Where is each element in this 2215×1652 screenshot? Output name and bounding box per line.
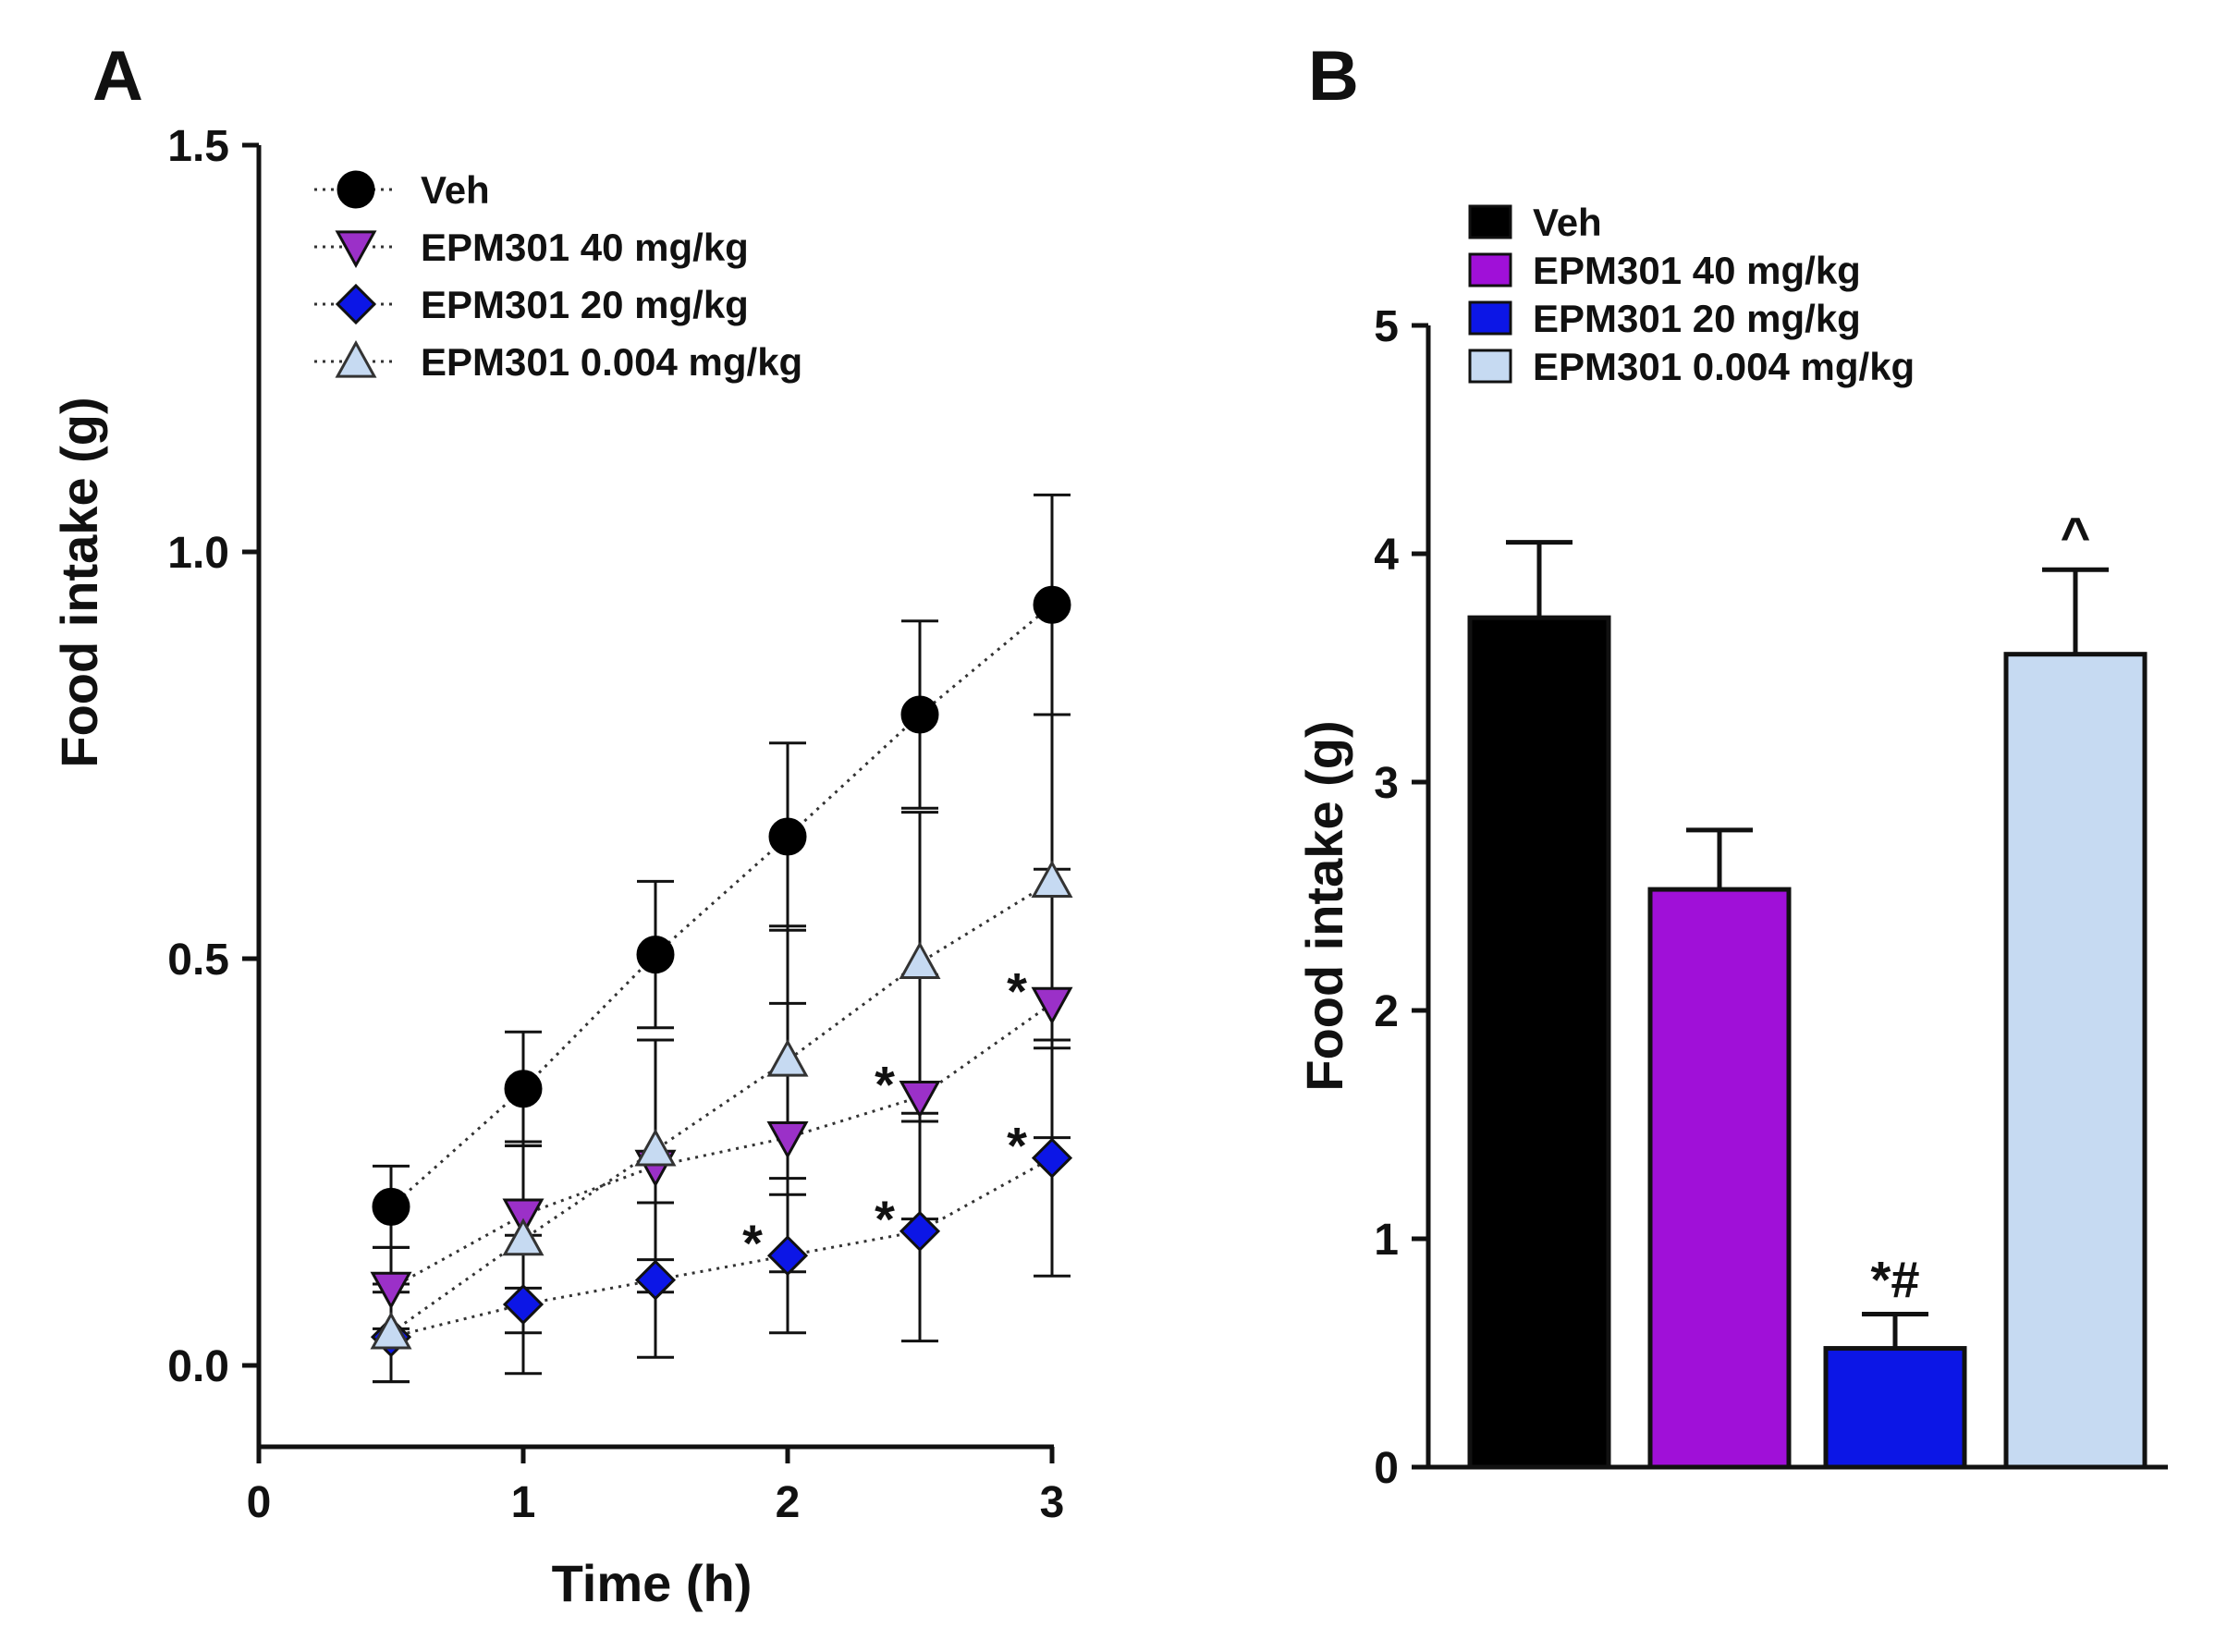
y-tick-label: 1.0	[167, 529, 229, 578]
y-tick-label: 5	[1374, 302, 1399, 351]
panel-b-y-axis-label: Food intake (g)	[1295, 720, 1353, 1091]
marker-epm301-0-004-mg-kg	[502, 1218, 545, 1256]
significance-marker: *	[875, 1056, 895, 1114]
y-tick-label: 1.5	[167, 122, 229, 171]
series-line-epm301-0-004-mg-kg	[390, 880, 1053, 1335]
legend-marker-epm301-20-mg-kg	[335, 283, 377, 325]
legend-label-epm301-40-mg-kg: EPM301 40 mg/kg	[1533, 249, 1861, 292]
y-tick-label: 0.0	[167, 1342, 229, 1391]
legend-label-veh: Veh	[421, 168, 490, 212]
panel-a-ticks: 0.0 0.5 1.0 1.5 0 1 2 3	[167, 122, 1064, 1527]
marker-epm301-0-004-mg-kg	[899, 941, 941, 980]
marker-veh	[768, 817, 807, 856]
panel-b-ticks: 0 1 2 3 4 5	[1374, 302, 1428, 1493]
marker-epm301-20-mg-kg	[502, 1283, 545, 1326]
marker-epm301-20-mg-kg	[1031, 1137, 1073, 1179]
marker-epm301-20-mg-kg	[766, 1235, 809, 1277]
marker-epm301-20-mg-kg	[899, 1210, 941, 1252]
legend-label-epm301-20-mg-kg: EPM301 20 mg/kg	[1533, 297, 1861, 340]
y-tick-label: 0	[1374, 1444, 1399, 1493]
bar-epm301-40-mg-kg	[1647, 887, 1792, 1470]
y-tick-label: 1	[1374, 1216, 1399, 1265]
panel-a-legend: Veh EPM301 40 mg/kg EPM301 20 mg/kg EPM301 …	[314, 168, 802, 384]
legend-marker-epm301-40-mg-kg	[335, 230, 377, 269]
x-tick-label: 3	[1040, 1478, 1065, 1527]
legend-swatch-epm301-0-004-mg-kg	[1468, 349, 1512, 384]
marker-epm301-0-004-mg-kg	[1031, 860, 1073, 899]
x-tick-label: 0	[247, 1478, 272, 1527]
panel-a-y-axis-label: Food intake (g)	[50, 397, 108, 767]
panel-a-series-lines	[390, 604, 1053, 1339]
bar-epm301-20-mg-kg	[1823, 1346, 1967, 1470]
panel-a-markers	[370, 585, 1073, 1358]
series-line-veh	[390, 604, 1053, 1208]
x-tick-label: 2	[776, 1478, 801, 1527]
marker-epm301-40-mg-kg	[766, 1120, 809, 1159]
marker-veh	[1033, 585, 1071, 624]
panel-a-letter: A	[92, 37, 143, 116]
legend-label-veh: Veh	[1533, 201, 1602, 244]
y-tick-label: 0.5	[167, 936, 229, 985]
bar-epm301-0-004-mg-kg	[2003, 652, 2148, 1470]
marker-epm301-0-004-mg-kg	[370, 1311, 412, 1350]
marker-veh	[504, 1070, 543, 1108]
marker-epm301-40-mg-kg	[502, 1198, 545, 1237]
panel-b-letter: B	[1308, 37, 1359, 116]
panel-a-x-axis-label: Time (h)	[552, 1554, 753, 1612]
significance-marker: *	[742, 1214, 763, 1272]
marker-epm301-0-004-mg-kg	[634, 1128, 677, 1167]
significance-marker: *#	[1871, 1251, 1920, 1309]
marker-epm301-40-mg-kg	[1031, 986, 1073, 1025]
legend-swatch-epm301-20-mg-kg	[1468, 300, 1512, 336]
legend-swatch-epm301-40-mg-kg	[1468, 252, 1512, 288]
series-line-epm301-40-mg-kg	[390, 1002, 1053, 1290]
legend-marker-epm301-0-004-mg-kg	[335, 339, 377, 378]
panel-b-annotations: *# ^	[1871, 506, 2091, 1308]
panel-b-error-bars	[1506, 540, 2109, 1349]
panel-b: B 0 1 2 3 4 5 Food intake (g) *# ^ Veh EPM301 4…	[1295, 37, 2168, 1493]
marker-veh	[372, 1187, 410, 1226]
bar-veh	[1467, 615, 1611, 1470]
y-tick-label: 3	[1374, 759, 1399, 808]
significance-marker: ^	[2061, 506, 2091, 564]
legend-swatch-veh	[1468, 204, 1512, 239]
y-tick-label: 2	[1374, 987, 1399, 1036]
marker-epm301-20-mg-kg	[634, 1259, 677, 1301]
panel-a-axes	[256, 145, 1054, 1450]
legend-label-epm301-40-mg-kg: EPM301 40 mg/kg	[421, 226, 749, 269]
significance-marker: *	[875, 1190, 895, 1248]
marker-veh	[900, 695, 939, 734]
legend-marker-veh	[337, 170, 375, 209]
significance-marker: *	[1007, 961, 1027, 1020]
panel-b-legend: Veh EPM301 40 mg/kg EPM301 20 mg/kg EPM301 …	[1468, 201, 1915, 388]
legend-label-epm301-0-004-mg-kg: EPM301 0.004 mg/kg	[1533, 345, 1915, 388]
panel-a-annotations: * * * * *	[742, 961, 1027, 1272]
x-tick-label: 1	[511, 1478, 536, 1527]
marker-epm301-40-mg-kg	[370, 1271, 412, 1310]
y-tick-label: 4	[1374, 531, 1399, 580]
panel-a: A 0.0 0.5 1.0 1.5 0 1 2 3 Food intake (g) Time …	[50, 37, 1073, 1612]
marker-epm301-40-mg-kg	[899, 1080, 941, 1119]
legend-label-epm301-20-mg-kg: EPM301 20 mg/kg	[421, 283, 749, 326]
marker-epm301-0-004-mg-kg	[766, 1038, 809, 1077]
legend-label-epm301-0-004-mg-kg: EPM301 0.004 mg/kg	[421, 340, 802, 384]
significance-marker: *	[1007, 1117, 1027, 1175]
panel-b-bars	[1467, 615, 2148, 1470]
marker-veh	[636, 936, 675, 974]
